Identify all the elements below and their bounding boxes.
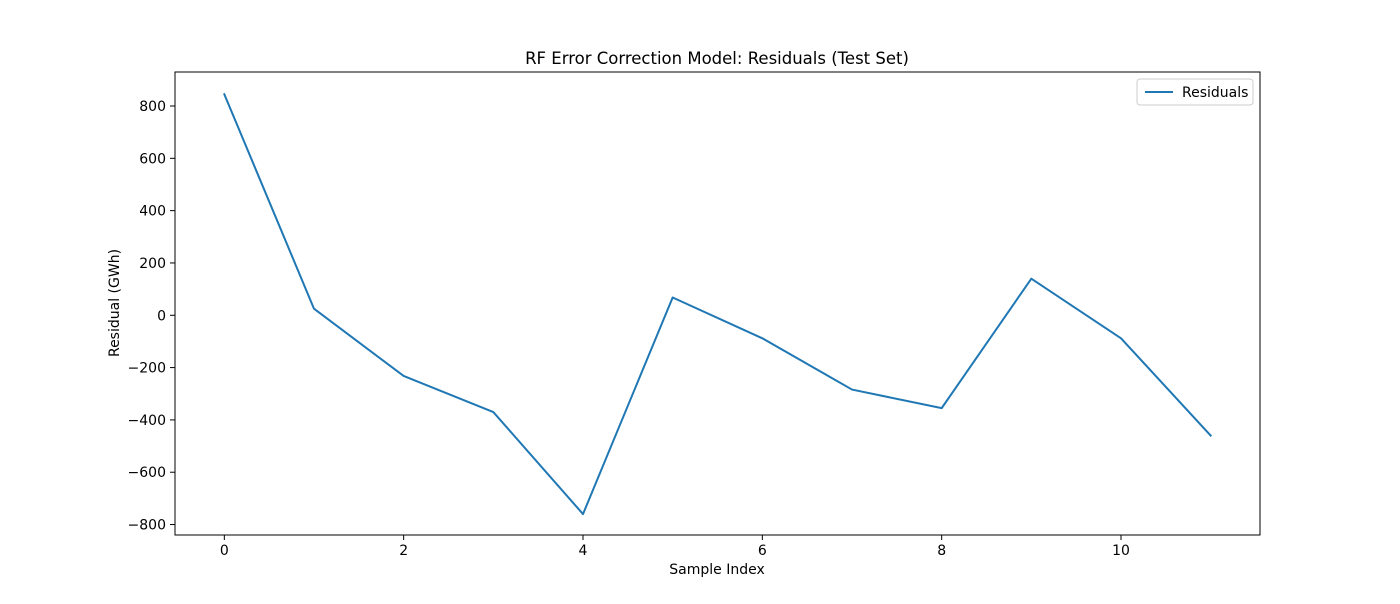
y-tick-label: −600	[128, 465, 166, 481]
x-tick-label: 8	[937, 543, 946, 559]
series-line-residuals	[223, 92, 1213, 516]
x-tick-label: 6	[758, 543, 767, 559]
axes-frame	[174, 71, 1261, 536]
legend-label: Residuals	[1182, 85, 1248, 101]
y-tick-label: 400	[139, 204, 166, 220]
y-tick-label: −200	[128, 361, 166, 377]
y-tick-label: −400	[128, 413, 166, 429]
y-tick-label: 800	[139, 99, 166, 115]
y-axis-label: Residual (GWh)	[107, 249, 123, 357]
x-tick-label: 2	[399, 543, 408, 559]
legend-box	[1136, 78, 1254, 106]
plot-area: 0 2 4 6 8 10 −800 −600 −400 −200 0 200 400 600 800 Resi…	[128, 71, 1261, 559]
x-tick-label: 0	[220, 543, 229, 559]
chart-title: RF Error Correction Model: Residuals (Te…	[525, 49, 909, 68]
x-tick-label: 4	[579, 543, 588, 559]
x-tick-label: 10	[1112, 543, 1130, 559]
y-tick-label: −800	[128, 518, 166, 534]
y-tick-label: 200	[139, 256, 166, 272]
y-tick-label: 0	[157, 308, 166, 324]
x-axis-label: Sample Index	[669, 562, 764, 578]
y-tick-label: 600	[139, 151, 166, 167]
